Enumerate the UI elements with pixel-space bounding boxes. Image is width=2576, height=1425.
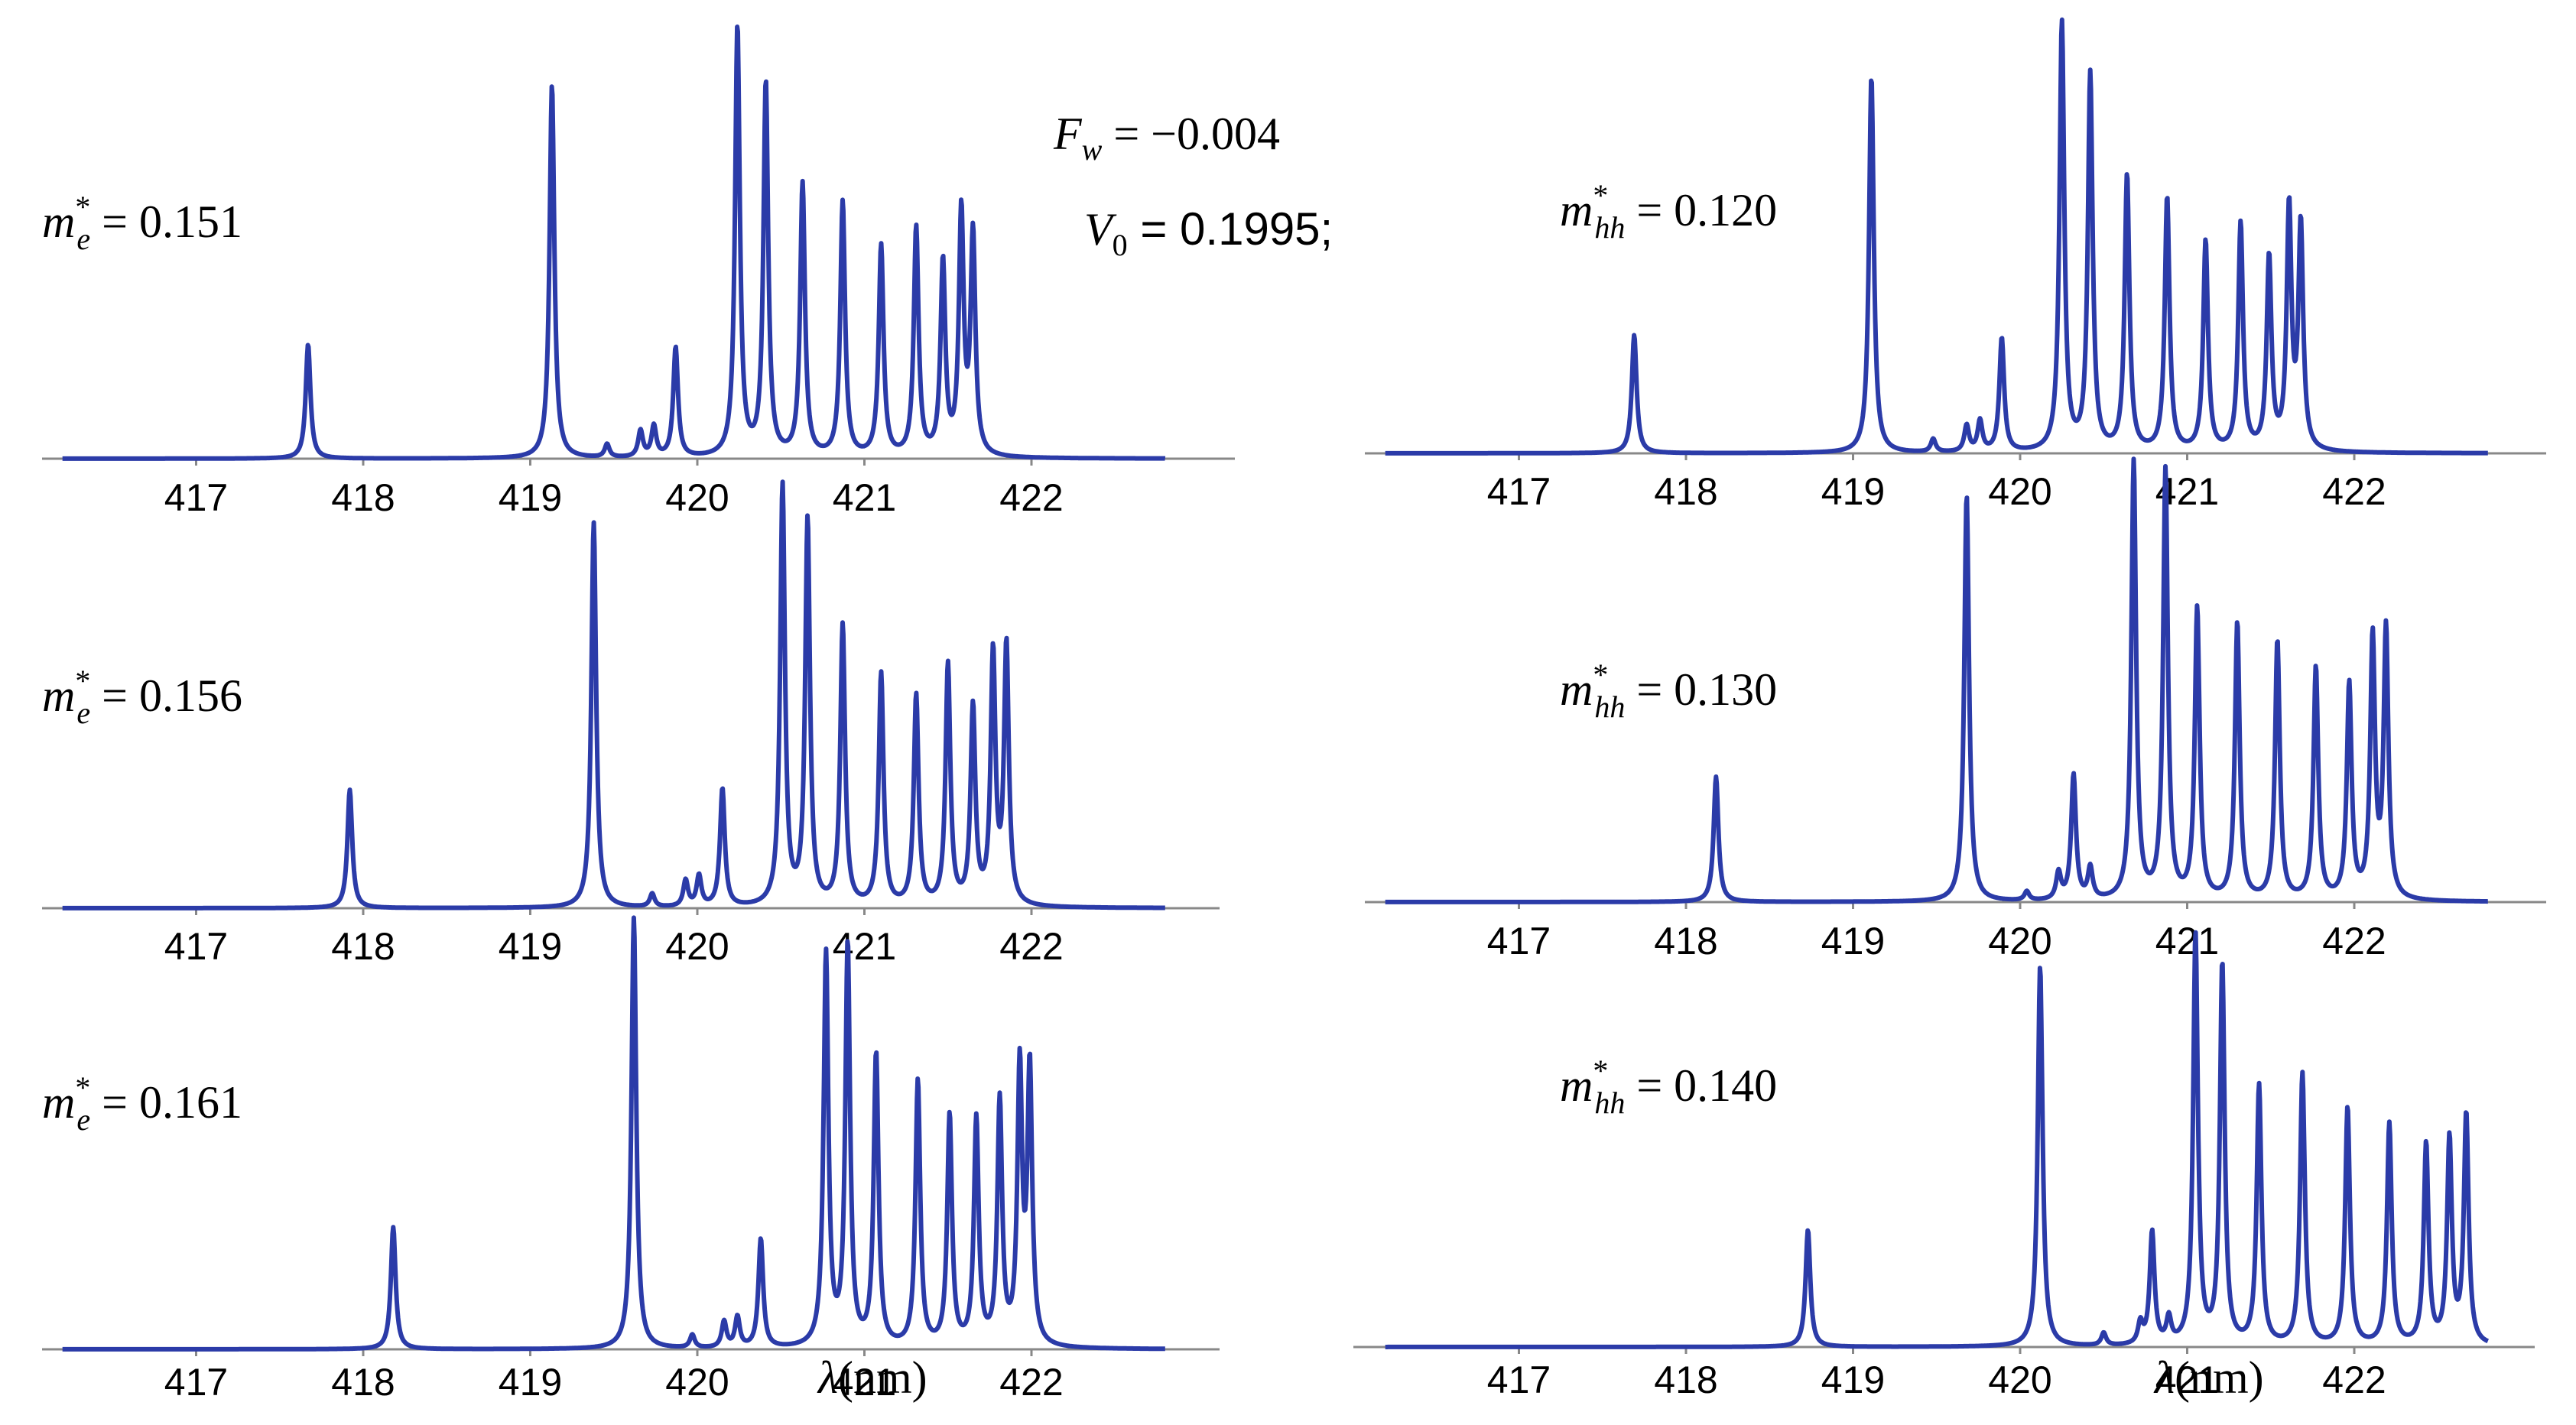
x-tick-label: 421 xyxy=(833,476,896,519)
x-tick-label: 418 xyxy=(1654,920,1717,962)
x-tick-label: 420 xyxy=(665,476,729,519)
x-tick-label: 417 xyxy=(164,925,228,968)
x-tick-label: 420 xyxy=(1988,1358,2051,1401)
spectrum-line xyxy=(60,915,1167,1352)
panel-mass-label: m* hh = 0.140 xyxy=(1560,1053,1777,1120)
x-tick-label: 422 xyxy=(999,476,1063,519)
x-tick-label: 421 xyxy=(2155,920,2219,962)
param-fw-label: Fw = −0.004 xyxy=(1053,109,1280,167)
spectrum-line xyxy=(1383,17,2490,456)
panel-right-2: 417 418 419 420 421 422 m* hh = 0.130 xyxy=(1365,456,2546,962)
x-tick-label: 419 xyxy=(1821,920,1885,962)
x-tick-label: 421 xyxy=(2155,1358,2219,1401)
panel-right-3: 417 418 419 420 421 422 m* hh = 0.140 xyxy=(1353,930,2535,1401)
x-tick-label: 420 xyxy=(665,925,729,968)
x-tick-label: 417 xyxy=(164,476,228,519)
x-tick-label: 418 xyxy=(331,925,395,968)
panel-mass-label: m* hh = 0.120 xyxy=(1560,178,1777,245)
x-tick-label: 419 xyxy=(499,925,562,968)
x-tick-label: 420 xyxy=(1988,920,2051,962)
x-tick-label: 422 xyxy=(2322,1358,2386,1401)
panel-mass-label: m* hh = 0.130 xyxy=(1560,657,1777,724)
panels: 417 418 419 420 421 422 m* e = 0.151 417 418 419 42… xyxy=(42,17,2546,1404)
panel-left-1: 417 418 419 420 421 422 m* e = 0.151 xyxy=(42,24,1235,519)
x-tick-label: 418 xyxy=(1654,1358,1717,1401)
x-tick-label: 418 xyxy=(331,1361,395,1404)
x-tick-label: 422 xyxy=(2322,470,2386,513)
x-tick-label: 417 xyxy=(1487,470,1551,513)
panel-mass-label: m* e = 0.156 xyxy=(42,664,242,730)
x-tick-label: 419 xyxy=(1821,1358,1885,1401)
x-tick-label: 420 xyxy=(665,1361,729,1404)
panel-left-2: 417 418 419 420 421 422 m* e = 0.156 xyxy=(42,479,1220,968)
x-tick-label: 422 xyxy=(999,1361,1063,1404)
xlabel-left: λ(nm) xyxy=(817,1352,927,1403)
panel-mass-label: m* e = 0.161 xyxy=(42,1070,242,1137)
x-tick-label: 418 xyxy=(331,476,395,519)
x-tick-label: 419 xyxy=(499,476,562,519)
x-tick-label: 422 xyxy=(999,925,1063,968)
spectrum-line xyxy=(1383,456,2490,904)
param-v0-label: V0 = 0.1995; xyxy=(1084,203,1333,262)
panel-mass-label: m* e = 0.151 xyxy=(42,190,242,256)
x-tick-label: 417 xyxy=(1487,920,1551,962)
x-tick-label: 420 xyxy=(1988,470,2051,513)
spectrum-line xyxy=(1383,930,2490,1349)
x-tick-label: 421 xyxy=(833,925,896,968)
x-tick-label: 418 xyxy=(1654,470,1717,513)
x-tick-label: 421 xyxy=(833,1361,896,1404)
panel-left-3: 417 418 419 420 421 422 m* e = 0.161 xyxy=(42,915,1220,1404)
x-tick-label: 417 xyxy=(1487,1358,1551,1401)
spectrum-line xyxy=(60,479,1167,911)
x-tick-label: 419 xyxy=(499,1361,562,1404)
spectrum-line xyxy=(60,24,1167,461)
x-tick-label: 419 xyxy=(1821,470,1885,513)
xlabel-right: λ(nm) xyxy=(2153,1352,2264,1403)
x-tick-label: 417 xyxy=(164,1361,228,1404)
x-tick-label: 422 xyxy=(2322,920,2386,962)
